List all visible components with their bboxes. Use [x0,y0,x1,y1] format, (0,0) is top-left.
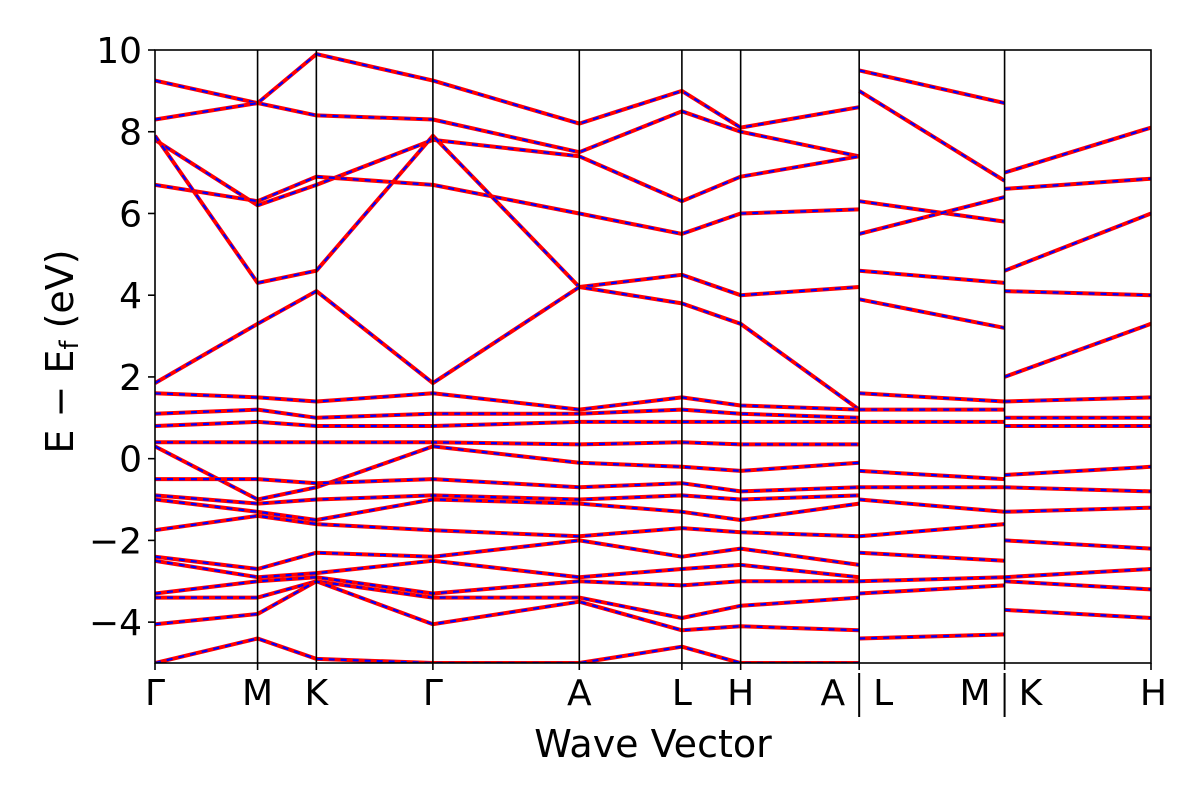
y-tick-label: 0 [119,440,142,481]
kpath-lines [256,50,1006,663]
kpoint-label-9: H [1140,673,1167,714]
y-axis-label-main: E − E [38,350,82,454]
band-24-dashed [858,196,1005,235]
band-40-dashed [1004,212,1151,272]
band-19-solid [155,579,860,633]
y-axis-label: E − Ef (eV) [38,249,85,453]
band-2-solid [155,137,860,208]
band-4-dashed [155,134,860,297]
band-11-solid [155,477,860,494]
band-17-dashed [155,576,860,595]
band-12-dashed [155,494,860,505]
y-axis-label-subscript: f [55,340,85,350]
kpoint-label-0: Γ [145,673,165,714]
band-1-dashed [155,101,860,158]
band-0-dashed [155,52,860,129]
x-axis-label: Wave Vector [534,722,772,766]
kpoint-label-2: K [305,673,330,714]
band-47-dashed [1004,486,1151,493]
band-13-dashed [155,498,860,522]
band-36-dashed [859,584,1005,595]
band-34-dashed [859,551,1005,562]
band-16-dashed [155,559,860,579]
band-2-dashed [155,138,860,207]
band-10-dashed [155,445,860,501]
y-tick-label: 10 [96,31,142,72]
plot-frame [154,49,1152,664]
band-25-dashed [859,269,1005,284]
kpoint-label-4: A [567,673,592,714]
band-48-dashed [1004,506,1151,513]
band-17-solid [155,575,860,596]
band-42-dashed [1004,322,1151,378]
band-0-solid [155,52,860,130]
band-23-dashed [859,200,1005,223]
kpoint-label-1: M [242,673,273,714]
band-51-dashed [1004,580,1151,591]
y-axis-label-unit: (eV) [38,249,82,328]
band-4-solid [155,133,860,298]
band-39-dashed [1004,177,1151,190]
band-9-dashed [155,441,860,446]
kpoint-label-8-after: K [1019,673,1044,714]
band-18-dashed [155,580,860,620]
band-22-dashed [858,89,1006,182]
band-15-dashed [155,539,860,571]
y-tick-label: −4 [89,603,142,644]
y-tick-label: −2 [89,521,142,562]
band-5-dashed [155,285,860,411]
y-tick-label: 6 [119,194,142,235]
band-35-dashed [859,576,1005,583]
y-tick-label: 4 [119,276,142,317]
band-32-dashed [859,498,1005,513]
band-33-dashed [859,523,1005,538]
band-37-dashed [859,633,1005,640]
band-52-dashed [1004,608,1151,620]
band-7-dashed [155,408,860,419]
band-38-dashed [1004,126,1151,174]
band-49-dashed [1004,539,1151,550]
band-20-dashed [155,637,860,663]
band-41-dashed [1004,290,1151,297]
band-14-dashed [155,514,860,538]
band-27-dashed [859,392,1005,403]
kpoint-label-7: A [821,673,846,714]
band-21-dashed [858,69,1005,105]
band-46-dashed [1004,465,1151,477]
y-ticks: −4 −2 0 2 4 6 8 10 [89,31,155,644]
band-26-dashed [858,298,1005,329]
band-30-dashed [859,469,1005,481]
y-tick-label: 8 [119,113,142,154]
band-50-dashed [1004,567,1151,579]
kpoint-label-6: H [727,673,754,714]
bands-layer [155,52,1151,663]
band-20-solid [155,636,860,663]
band-3-dashed [155,175,860,236]
kpoint-label-5: L [672,673,692,714]
band-43-dashed [1004,396,1151,403]
band-5-solid [155,285,861,412]
band-8-dashed [155,420,860,428]
band-11-dashed [155,477,860,493]
y-tick-label: 2 [119,358,142,399]
kpoint-label-8: M [960,673,991,714]
kpoint-label-3: Γ [423,673,443,714]
band-6-dashed [155,392,860,411]
kpoint-label-7-after: L [873,673,893,714]
